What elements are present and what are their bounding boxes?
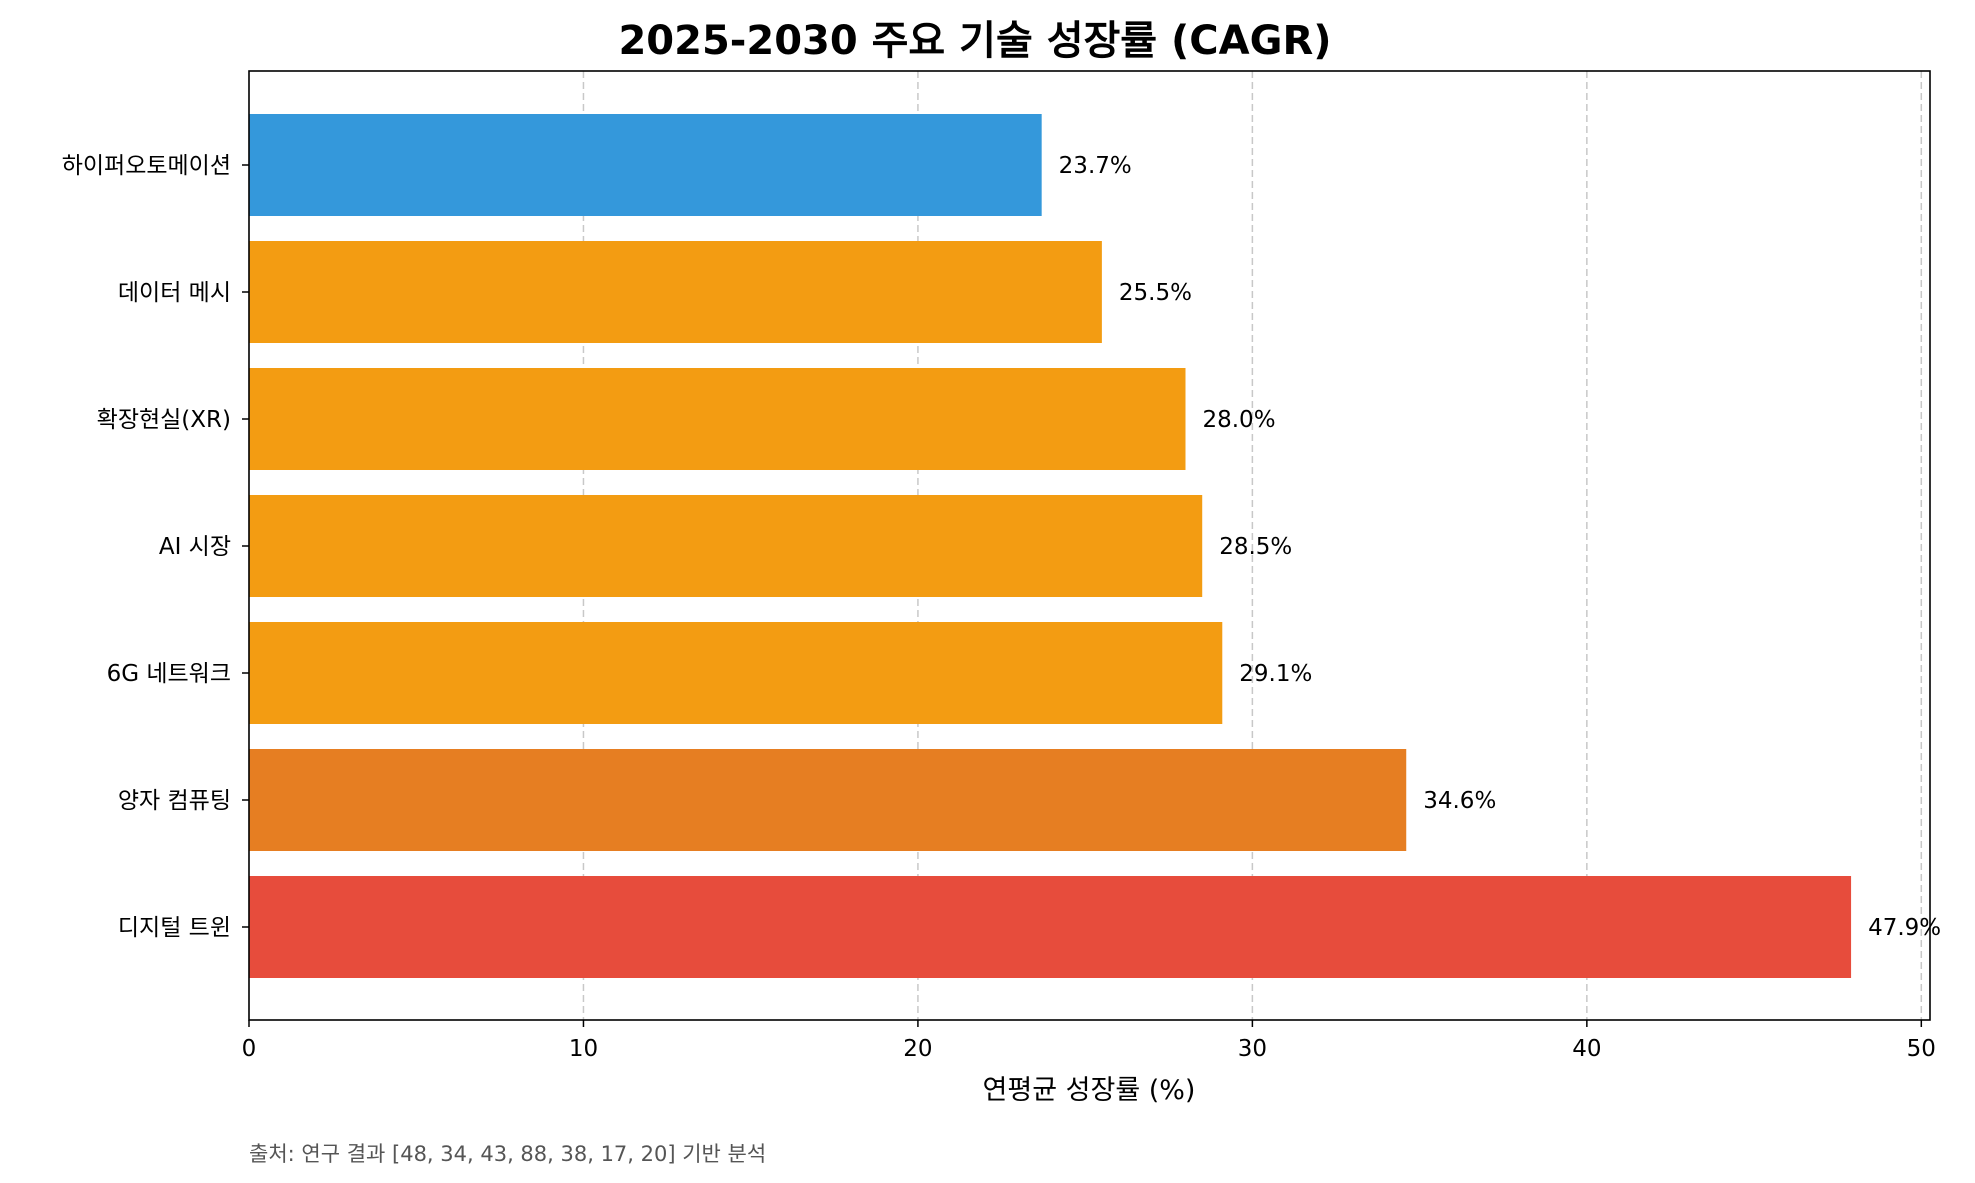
category-label: 하이퍼오토메이션 <box>62 153 231 179</box>
chart-title: 2025-2030 주요 기술 성장률 (CAGR) <box>618 18 1331 64</box>
category-label: 데이터 메시 <box>118 280 231 306</box>
x-tick-label: 20 <box>903 1036 932 1062</box>
bar <box>249 495 1203 597</box>
bar <box>249 241 1102 343</box>
x-axis-label: 연평균 성장률 (%) <box>983 1075 1196 1106</box>
x-tick-label: 30 <box>1238 1036 1267 1062</box>
x-tick-label: 50 <box>1907 1036 1936 1062</box>
x-tick-label: 40 <box>1572 1036 1601 1062</box>
category-label: 양자 컴퓨팅 <box>118 788 231 814</box>
bar-value-label: 29.1% <box>1239 661 1312 687</box>
bar-value-label: 28.0% <box>1202 407 1275 433</box>
source-note: 출처: 연구 결과 [48, 34, 43, 88, 38, 17, 20] 기… <box>249 1142 766 1166</box>
bar-value-label: 28.5% <box>1219 534 1292 560</box>
bars <box>249 114 1852 978</box>
bar-value-label: 47.9% <box>1868 915 1941 941</box>
category-label: AI 시장 <box>159 534 231 560</box>
bar <box>249 114 1042 216</box>
category-label: 확장현실(XR) <box>97 407 231 433</box>
x-axis: 0 10 20 30 40 50 <box>242 1020 1936 1062</box>
bar <box>249 368 1186 470</box>
x-tick-label: 0 <box>242 1036 257 1062</box>
bar-value-label: 25.5% <box>1119 280 1192 306</box>
bar-value-label: 34.6% <box>1423 788 1496 814</box>
value-labels: 23.7% 25.5% 28.0% 28.5% 29.1% 34.6% 47.9% <box>1059 153 1941 941</box>
category-label: 디지털 트윈 <box>118 915 231 941</box>
x-tick-label: 10 <box>569 1036 598 1062</box>
bar <box>249 622 1223 724</box>
category-label: 6G 네트워크 <box>107 661 231 687</box>
bar <box>249 876 1852 978</box>
bar-value-label: 23.7% <box>1059 153 1132 179</box>
bar <box>249 749 1407 851</box>
